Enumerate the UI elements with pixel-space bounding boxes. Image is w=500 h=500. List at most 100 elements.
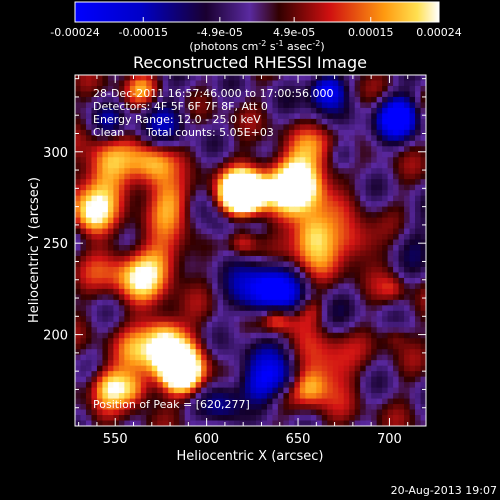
heatmap-cell	[212, 75, 219, 82]
heatmap-cell	[404, 332, 411, 339]
heatmap-cell	[223, 96, 230, 104]
heatmap-cell	[305, 113, 312, 120]
heatmap-cell	[415, 299, 422, 306]
heatmap-cell	[124, 354, 131, 361]
heatmap-cell	[179, 168, 186, 175]
heatmap-cell	[140, 288, 147, 295]
heatmap-cell	[75, 217, 82, 224]
heatmap-cell	[354, 85, 361, 93]
heatmap-cell	[157, 266, 164, 274]
heatmap-cell	[250, 118, 257, 125]
heatmap-cell	[283, 80, 290, 87]
heatmap-cell	[201, 206, 208, 213]
heatmap-cell	[91, 102, 98, 109]
heatmap-cell	[338, 255, 345, 263]
heatmap-cell	[245, 420, 252, 426]
heatmap-cell	[118, 272, 125, 279]
heatmap-cell	[190, 360, 197, 367]
heatmap-cell	[294, 85, 301, 93]
y-tick-label: 200	[43, 329, 68, 344]
heatmap-cell	[184, 245, 191, 252]
heatmap-cell	[415, 321, 422, 328]
heatmap-cell	[157, 223, 164, 230]
heatmap-cell	[107, 168, 114, 175]
heatmap-cell	[343, 404, 350, 411]
heatmap-cell	[80, 277, 87, 284]
heatmap-cell	[277, 338, 284, 345]
heatmap-cell	[179, 118, 186, 125]
heatmap-cell	[393, 118, 400, 125]
heatmap-cell	[168, 234, 175, 241]
heatmap-cell	[179, 299, 186, 306]
heatmap-cell	[179, 354, 186, 361]
heatmap-cell	[338, 223, 345, 230]
heatmap-cell	[179, 129, 186, 136]
heatmap-cell	[404, 168, 411, 175]
heatmap-cell	[96, 305, 104, 312]
heatmap-cell	[173, 217, 180, 224]
heatmap-cell	[80, 107, 87, 114]
heatmap-cell	[382, 310, 389, 317]
heatmap-cell	[118, 376, 125, 383]
heatmap-cell	[228, 420, 235, 426]
heatmap-cell	[201, 404, 208, 411]
heatmap-cell	[212, 195, 219, 202]
heatmap-cell	[179, 190, 186, 197]
heatmap-cell	[118, 310, 125, 317]
heatmap-cell	[245, 113, 252, 120]
heatmap-cell	[179, 305, 186, 312]
heatmap-cell	[80, 75, 87, 82]
heatmap-cell	[91, 91, 98, 98]
heatmap-cell	[146, 223, 153, 230]
heatmap-cell	[398, 173, 405, 180]
heatmap-cell	[157, 343, 164, 350]
heatmap-cell	[157, 184, 164, 191]
heatmap-cell	[107, 294, 114, 301]
heatmap-cell	[409, 409, 416, 416]
heatmap-cell	[354, 96, 361, 104]
heatmap-cell	[393, 179, 400, 186]
heatmap-cell	[212, 85, 219, 93]
heatmap-cell	[179, 343, 186, 350]
heatmap-cell	[245, 80, 252, 87]
heatmap-cell	[223, 118, 230, 125]
heatmap-cell	[288, 206, 295, 213]
heatmap-cell	[420, 288, 426, 295]
heatmap-cell	[404, 261, 411, 268]
heatmap-cell	[404, 245, 411, 252]
heatmap-cell	[321, 146, 328, 153]
heatmap-cell	[151, 239, 158, 246]
heatmap-cell	[310, 228, 317, 235]
heatmap-cell	[343, 266, 350, 274]
heatmap-cell	[228, 365, 235, 372]
heatmap-cell	[168, 124, 175, 131]
heatmap-cell	[327, 365, 334, 372]
heatmap-cell	[404, 321, 411, 328]
heatmap-cell	[321, 299, 328, 306]
heatmap-cell	[173, 409, 180, 416]
heatmap-cell	[376, 190, 383, 197]
heatmap-cell	[195, 250, 202, 257]
heatmap-cell	[234, 129, 241, 136]
heatmap-cell	[135, 288, 142, 295]
heatmap-cell	[107, 173, 114, 180]
heatmap-cell	[420, 371, 426, 378]
heatmap-cell	[146, 387, 153, 394]
heatmap-cell	[272, 261, 279, 268]
heatmap-cell	[124, 261, 131, 268]
heatmap-cell	[129, 316, 136, 323]
heatmap-cell	[266, 157, 274, 164]
heatmap-cell	[107, 354, 114, 361]
heatmap-cell	[217, 409, 224, 416]
heatmap-cell	[96, 162, 104, 169]
heatmap-cell	[113, 162, 120, 169]
heatmap-cell	[310, 266, 317, 274]
heatmap-cell	[404, 305, 411, 312]
heatmap-cell	[250, 85, 257, 93]
heatmap-cell	[234, 124, 241, 131]
heatmap-cell	[299, 201, 306, 208]
heatmap-cell	[190, 299, 197, 306]
heatmap-cell	[135, 118, 142, 125]
heatmap-cell	[343, 398, 350, 405]
heatmap-cell	[360, 206, 367, 213]
